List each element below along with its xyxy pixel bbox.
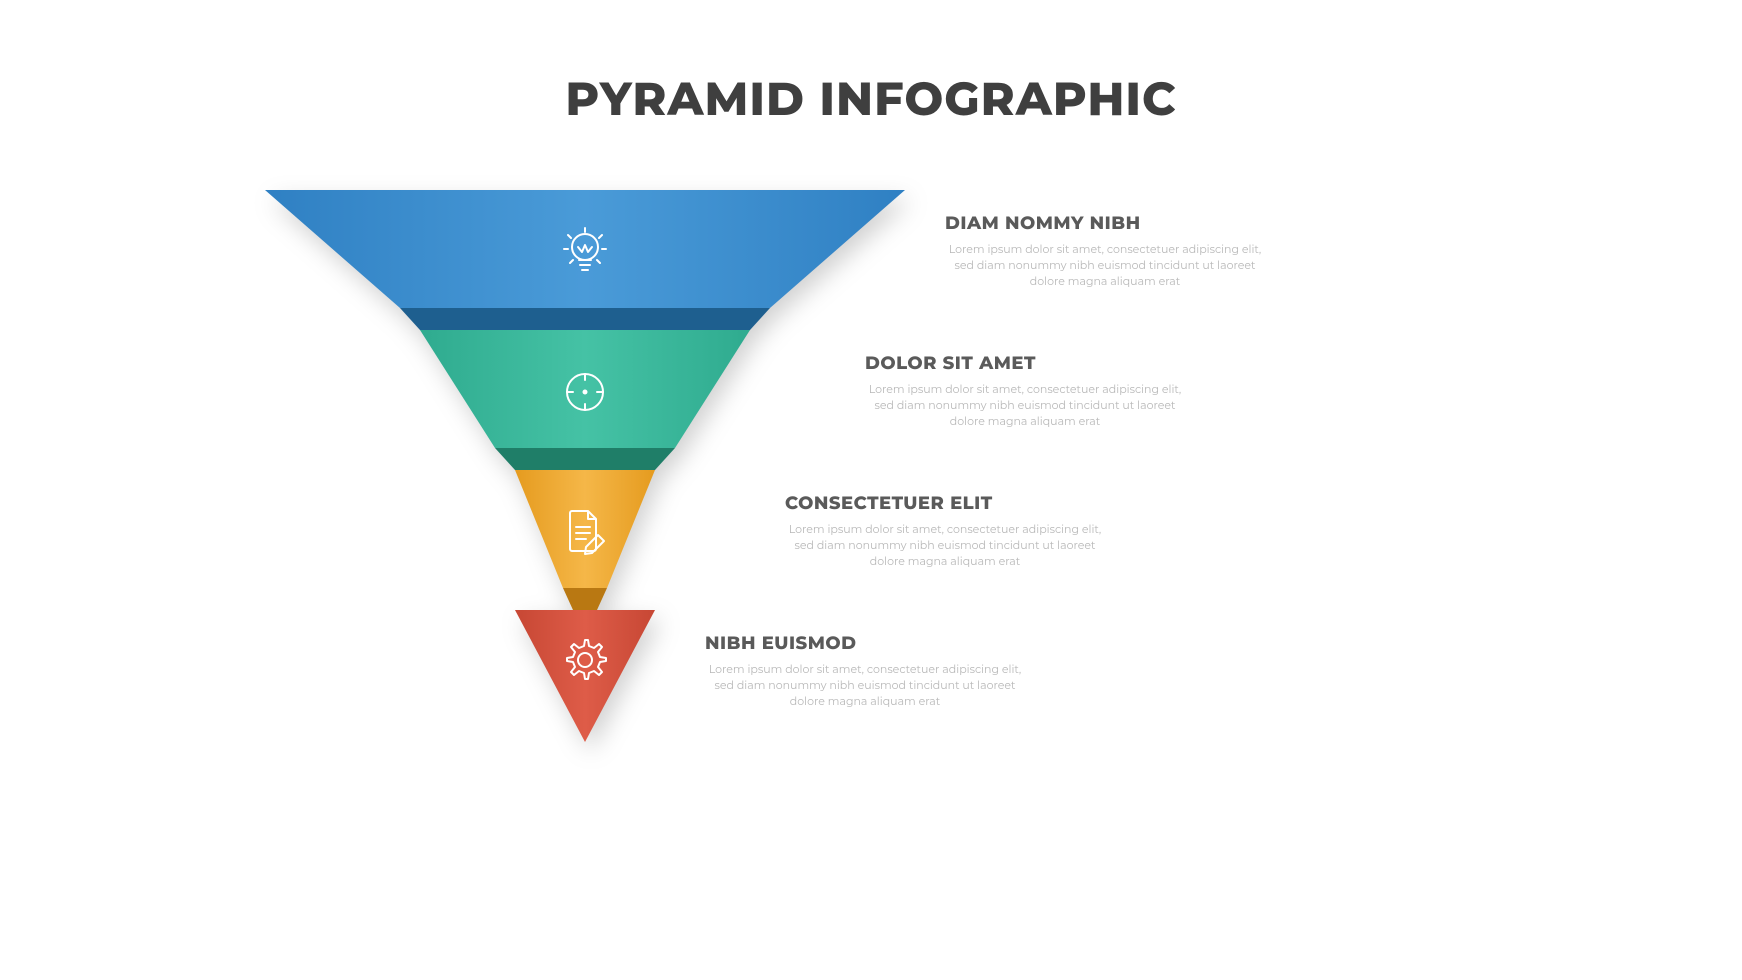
level-3-label: CONSECTETUER ELIT Lorem ipsum dolor sit a… [785,492,1105,570]
level-1-description: Lorem ipsum dolor sit amet, consectetuer… [945,242,1265,290]
level-1-edge [400,308,770,330]
level-3-heading: CONSECTETUER ELIT [785,492,1105,514]
level-2-edge [495,448,675,470]
level-2-face [420,330,750,448]
level-1-heading: DIAM NOMMY NIBH [945,212,1265,234]
level-2-description: Lorem ipsum dolor sit amet, consectetuer… [865,382,1185,430]
page-title: PYRAMID INFOGRAPHIC [0,70,1742,127]
level-4-description: Lorem ipsum dolor sit amet, consectetuer… [705,662,1025,710]
level-2-heading: DOLOR SIT AMET [865,352,1185,374]
level-3-face [515,470,655,588]
level-4-heading: NIBH EUISMOD [705,632,1025,654]
level-3-description: Lorem ipsum dolor sit amet, consectetuer… [785,522,1105,570]
level-3-edge [563,588,607,610]
level-4-label: NIBH EUISMOD Lorem ipsum dolor sit amet, … [705,632,1025,710]
level-4-face [515,610,655,742]
level-1-label: DIAM NOMMY NIBH Lorem ipsum dolor sit ame… [945,212,1265,290]
level-2-label: DOLOR SIT AMET Lorem ipsum dolor sit amet… [865,352,1185,430]
level-1-face [265,190,905,308]
